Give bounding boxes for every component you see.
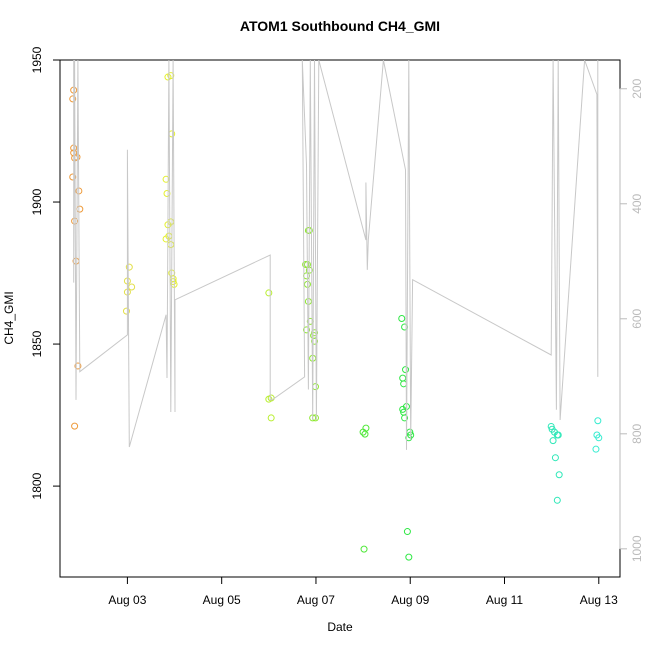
y2-tick-label: 1000 (630, 535, 644, 562)
data-point (402, 366, 410, 374)
data-point (398, 315, 406, 322)
data-point (128, 283, 136, 291)
data-point (71, 422, 79, 430)
data-point (553, 496, 561, 504)
data-point (303, 326, 311, 334)
y-tick-label: 1800 (30, 472, 44, 499)
data-point (547, 422, 555, 430)
y2-tick-label: 400 (630, 193, 644, 213)
data-point (553, 431, 561, 439)
y-tick-label: 1850 (30, 330, 44, 357)
data-point (594, 417, 602, 425)
chart-title: ATOM1 Southbound CH4_GMI (240, 18, 440, 34)
plot-area (69, 60, 603, 561)
y2-tick-label: 200 (630, 78, 644, 98)
data-point (311, 337, 319, 345)
y2-tick-label: 600 (630, 308, 644, 328)
data-point (551, 454, 559, 462)
data-point (399, 374, 407, 382)
data-point (311, 383, 319, 391)
pressure-line (73, 60, 599, 450)
y-axis-label: CH4_GMI (2, 291, 16, 344)
data-point (71, 217, 79, 225)
x-tick-label: Aug 05 (203, 593, 241, 607)
data-point (167, 241, 175, 249)
x-tick-label: Aug 11 (486, 593, 523, 607)
data-point (69, 95, 77, 103)
y2-tick-label: 800 (630, 423, 644, 443)
data-point (265, 289, 273, 297)
data-point (74, 362, 82, 370)
data-point (360, 545, 368, 553)
data-point (122, 307, 130, 315)
data-point (401, 414, 409, 422)
data-point (162, 235, 170, 243)
plot-frame (59, 59, 621, 578)
data-point (167, 72, 175, 80)
y-tick-label: 1950 (30, 46, 44, 73)
data-point (69, 173, 77, 181)
data-point (163, 190, 171, 198)
y-tick-label: 1900 (30, 188, 44, 215)
data-point (76, 205, 84, 213)
data-point (311, 329, 319, 337)
x-tick-label: Aug 03 (108, 593, 146, 607)
data-point (125, 263, 133, 271)
data-point (405, 553, 413, 561)
data-point (302, 261, 310, 269)
data-point (549, 437, 557, 445)
data-point (592, 445, 600, 453)
data-point (361, 430, 369, 438)
data-point (399, 405, 407, 413)
data-point (595, 434, 603, 442)
data-point (359, 428, 367, 436)
x-tick-label: Aug 07 (297, 593, 335, 607)
x-axis-label: Date (327, 620, 353, 634)
data-point (400, 380, 408, 388)
x-tick-label: Aug 09 (391, 593, 429, 607)
data-point (555, 471, 563, 479)
data-point (403, 528, 411, 536)
data-point (267, 414, 275, 422)
x-tick-label: Aug 13 (580, 593, 618, 607)
data-point (401, 323, 409, 331)
